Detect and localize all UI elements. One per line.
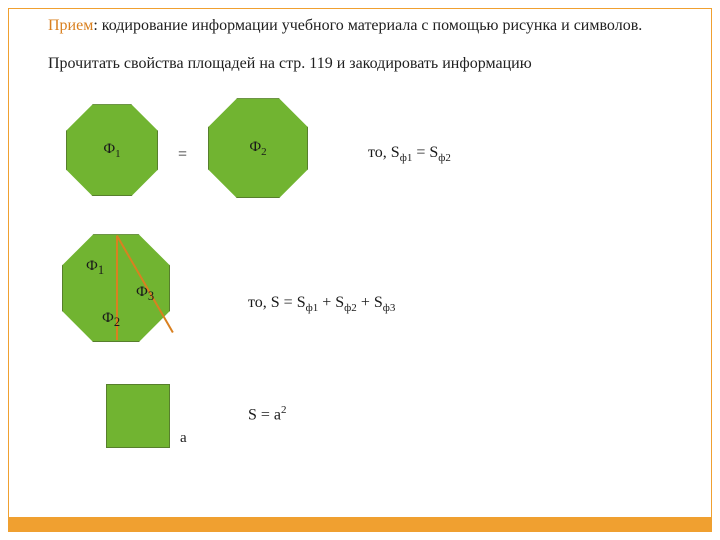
formula-square-area: S = a2	[248, 404, 287, 424]
square-side-label: а	[180, 430, 187, 447]
octagon-f2-label: Ф2	[249, 139, 266, 158]
task-text: Прочитать свойства площадей на стр. 119 …	[48, 53, 672, 75]
split-label-f2: Ф2	[102, 310, 120, 330]
octagon-f1: Ф1	[66, 104, 158, 196]
formula-equal-areas: то, Sф1 = Sф2	[368, 144, 451, 164]
split-label-f1: Ф1	[86, 258, 104, 278]
square-shape	[106, 384, 170, 448]
bottom-accent-bar	[9, 517, 711, 531]
formula-sum-areas: то, S = Sф1 + Sф2 + Sф3	[248, 294, 395, 314]
intro-text: Прием: кодирование информации учебного м…	[48, 15, 672, 37]
equals-sign: =	[178, 146, 187, 164]
octagon-f2: Ф2	[208, 98, 308, 198]
diagram-zone: Ф1 = Ф2 то, Sф1 = Sф2 Ф1 Ф2 Ф3 то, S = S…	[48, 104, 672, 474]
content-area: Прием: кодирование информации учебного м…	[48, 15, 672, 510]
intro-prefix: Прием	[48, 17, 93, 34]
split-label-f3: Ф3	[136, 284, 154, 304]
octagon-f1-label: Ф1	[103, 141, 120, 160]
intro-rest: : кодирование информации учебного матери…	[93, 17, 642, 34]
